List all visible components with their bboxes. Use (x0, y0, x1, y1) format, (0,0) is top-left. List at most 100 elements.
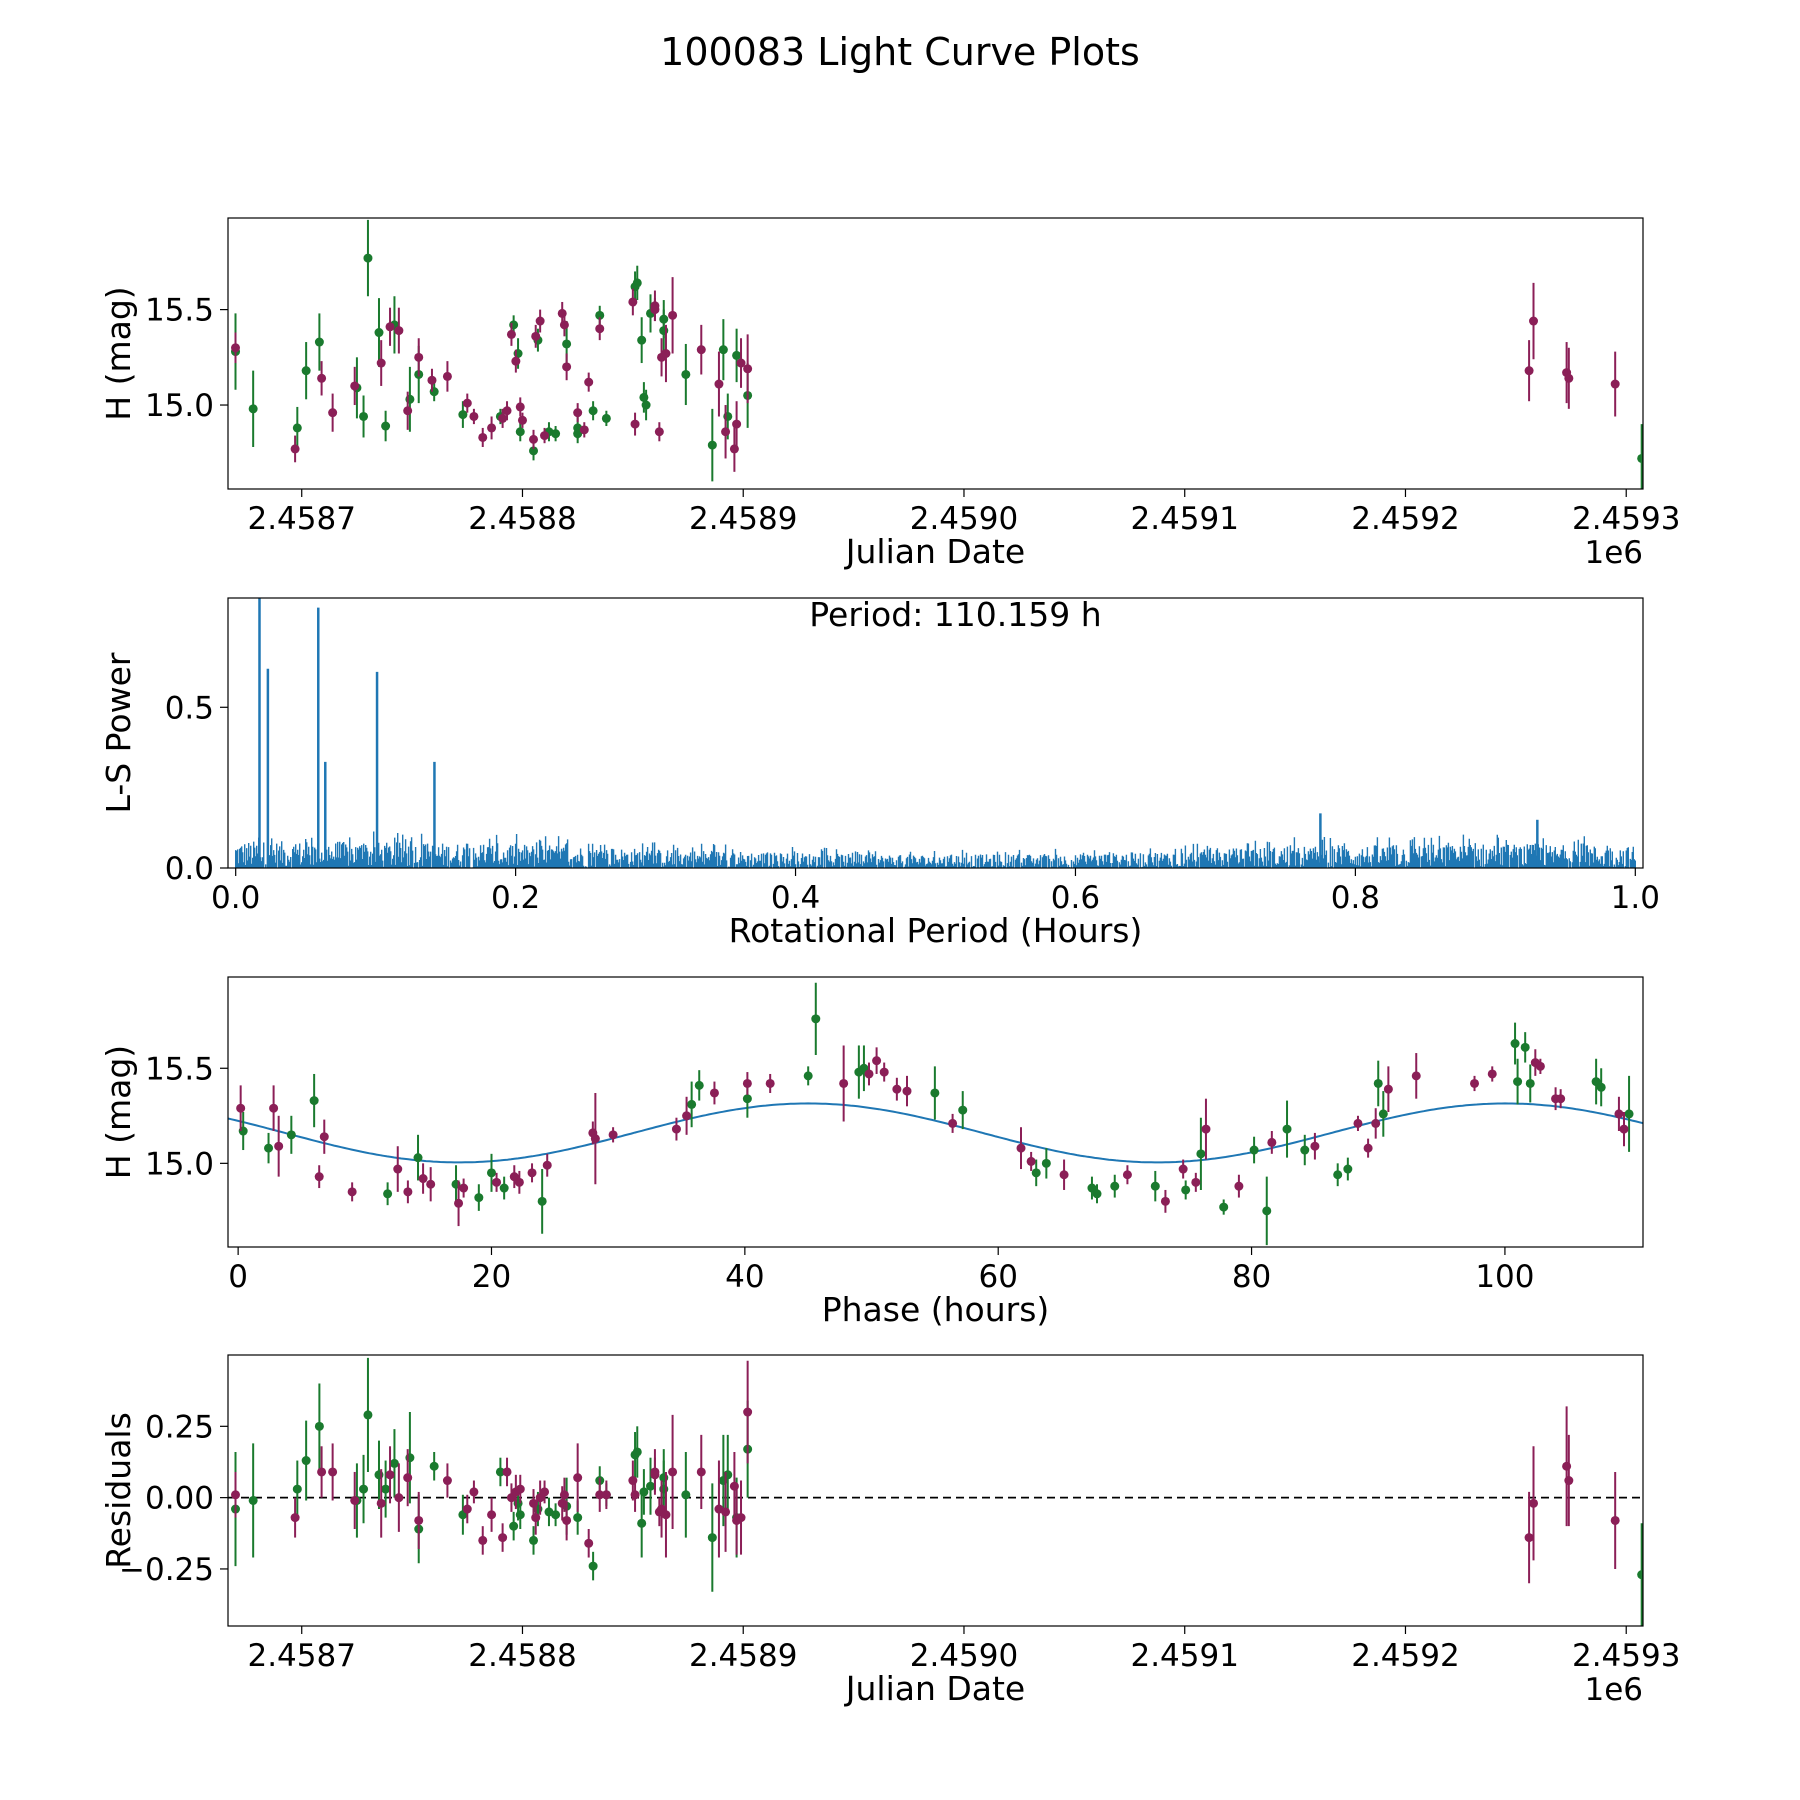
data-point (736, 358, 746, 368)
data-point (718, 345, 728, 355)
data-point (1031, 1168, 1041, 1178)
data-point (286, 1130, 296, 1140)
data-point (879, 1067, 889, 1077)
data-point (1059, 1170, 1069, 1180)
data-point (661, 349, 671, 358)
data-point (595, 1490, 605, 1500)
plot-area (235, 598, 1636, 868)
data-point (376, 1498, 386, 1508)
data-point (562, 1515, 572, 1525)
x-tick-label: 2.4587 (247, 501, 355, 537)
data-point (314, 1421, 324, 1431)
data-point (498, 413, 508, 423)
data-point (659, 314, 669, 324)
data-point (803, 1071, 813, 1081)
data-point (427, 375, 437, 385)
data-point (707, 1533, 717, 1543)
data-point (492, 1177, 502, 1187)
data-point (1596, 1082, 1606, 1092)
y-tick-label: 0.0 (165, 851, 214, 887)
data-point (292, 423, 302, 433)
data-point (559, 320, 569, 330)
data-point (515, 427, 525, 437)
data-point (514, 1177, 524, 1187)
data-point (413, 1153, 423, 1163)
data-point (714, 379, 724, 389)
x-tick-label: 2.4590 (910, 501, 1018, 537)
x-tick-label: 100 (1475, 1259, 1534, 1295)
data-point (529, 434, 539, 444)
data-point (694, 1080, 704, 1090)
x-tick-label: 2.4591 (1130, 501, 1238, 537)
data-point (248, 404, 258, 414)
data-point (385, 1470, 395, 1480)
data-point (630, 419, 640, 429)
x-tick-label: 0.8 (1331, 880, 1380, 916)
data-point (1487, 1069, 1497, 1079)
x-tick-label: 2.4589 (689, 1638, 797, 1674)
data-point (573, 408, 583, 418)
data-point (1282, 1124, 1292, 1134)
data-point (1371, 1118, 1381, 1128)
x-tick-label: 2.4593 (1572, 501, 1680, 537)
y-tick-label: 0.00 (145, 1481, 214, 1517)
data-point (1524, 1533, 1534, 1543)
data-point (839, 1078, 849, 1088)
data-point (462, 398, 472, 408)
data-point (650, 305, 660, 315)
data-point (743, 364, 753, 374)
data-point (469, 411, 479, 421)
data-point (687, 1099, 697, 1109)
data-point (579, 425, 589, 435)
y-tick-label: −0.25 (119, 1552, 214, 1588)
data-point (403, 1187, 413, 1197)
data-point (948, 1118, 958, 1128)
x-tick-label: 40 (725, 1259, 764, 1295)
x-tick-label: 2.4588 (468, 501, 576, 537)
data-point (290, 1513, 300, 1523)
x-tick-label: 0.6 (1051, 880, 1100, 916)
fit-curve (228, 1102, 1643, 1164)
data-point (661, 1510, 671, 1520)
data-point (537, 1196, 547, 1206)
data-point (646, 1481, 656, 1491)
data-point (1016, 1143, 1026, 1153)
data-point (231, 343, 241, 353)
data-point (231, 1490, 241, 1500)
data-point (531, 331, 541, 341)
data-point (317, 373, 327, 383)
y-tick-label: 0.5 (165, 690, 214, 726)
data-point (264, 1143, 274, 1153)
axes-frame (227, 597, 1644, 869)
data-point (682, 1111, 692, 1121)
data-point (535, 316, 545, 326)
data-point (765, 1078, 775, 1088)
data-point (462, 1504, 472, 1514)
data-point (551, 429, 561, 439)
data-point (414, 1515, 424, 1525)
data-point (1092, 1189, 1102, 1199)
data-point (414, 352, 424, 362)
data-point (958, 1105, 968, 1115)
data-point (527, 1168, 537, 1178)
data-point (639, 1487, 649, 1497)
data-point (350, 381, 360, 391)
data-point (478, 1535, 488, 1545)
x-axis-label: Phase (hours) (822, 1290, 1050, 1329)
data-point (394, 326, 404, 336)
data-point (309, 1096, 319, 1106)
data-point (381, 421, 391, 431)
data-point (1624, 1109, 1634, 1119)
x-tick-label: 2.4591 (1130, 1638, 1238, 1674)
data-point (459, 1183, 469, 1193)
data-point (650, 1470, 660, 1480)
data-point (359, 411, 369, 421)
y-axis-label: Residuals (99, 1412, 138, 1569)
panel-residuals: 2.4587 2.4588 2.4589 2.4590 2.4591 2.4592 2.45… (99, 1354, 1680, 1708)
data-point (248, 1495, 258, 1505)
data-point (742, 1078, 752, 1088)
x-offset-label: 1e6 (1584, 1672, 1643, 1708)
data-point (540, 1487, 550, 1497)
data-point (562, 362, 572, 372)
x-tick-label: 1.0 (1611, 880, 1660, 916)
